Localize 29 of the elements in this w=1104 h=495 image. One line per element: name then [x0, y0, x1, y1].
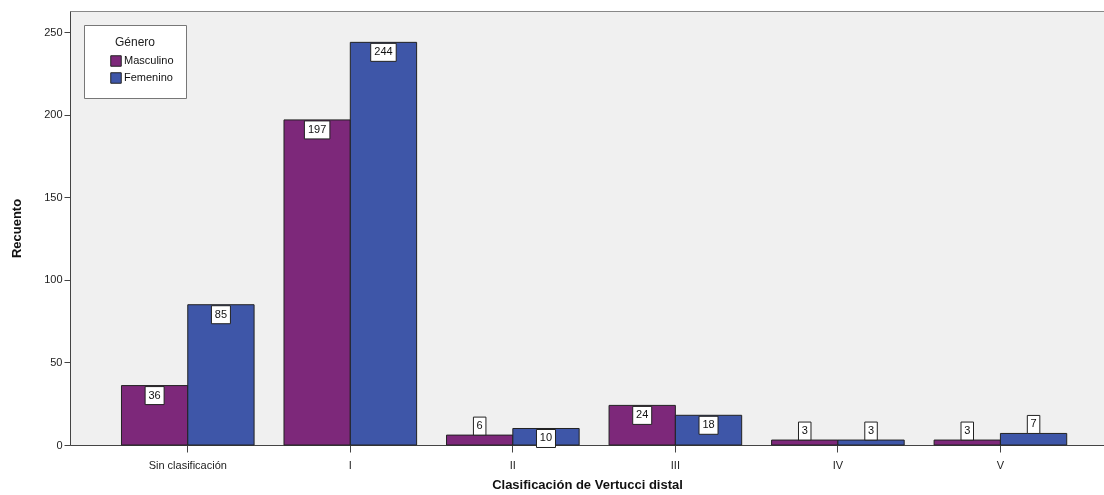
data-label: 3 — [867, 424, 875, 437]
legend-label: Femenino — [124, 71, 173, 83]
y-tick-label: 100 — [44, 273, 63, 286]
data-label: 36 — [148, 388, 161, 401]
data-label: 6 — [476, 419, 483, 432]
x-tick-label: I — [348, 458, 352, 471]
data-label: 244 — [374, 45, 393, 58]
data-label: 3 — [801, 424, 808, 437]
y-tick-label: 0 — [56, 438, 63, 451]
data-label: 3 — [964, 424, 971, 437]
data-label: 10 — [539, 431, 553, 444]
x-tick-label: III — [670, 458, 680, 471]
y-tick-label: 50 — [50, 355, 63, 368]
data-label: 197 — [307, 122, 327, 135]
x-tick-label: II — [509, 458, 516, 471]
legend-label: Masculino — [124, 54, 174, 66]
data-label: 24 — [636, 408, 649, 421]
data-label: 7 — [1030, 417, 1037, 430]
y-axis-title: Recuento — [9, 198, 25, 259]
x-axis-title: Clasificación de Vertucci distal — [492, 476, 683, 492]
y-tick-label: 250 — [44, 25, 63, 38]
x-tick-label: IV — [832, 458, 844, 471]
y-tick-label: 150 — [44, 190, 63, 203]
x-tick-label: Sin clasificación — [148, 458, 227, 471]
data-label: 85 — [214, 307, 228, 320]
legend-title: Género — [114, 35, 156, 49]
data-label: 18 — [702, 418, 715, 431]
x-tick-label: V — [996, 458, 1005, 471]
y-tick-label: 200 — [44, 108, 63, 121]
